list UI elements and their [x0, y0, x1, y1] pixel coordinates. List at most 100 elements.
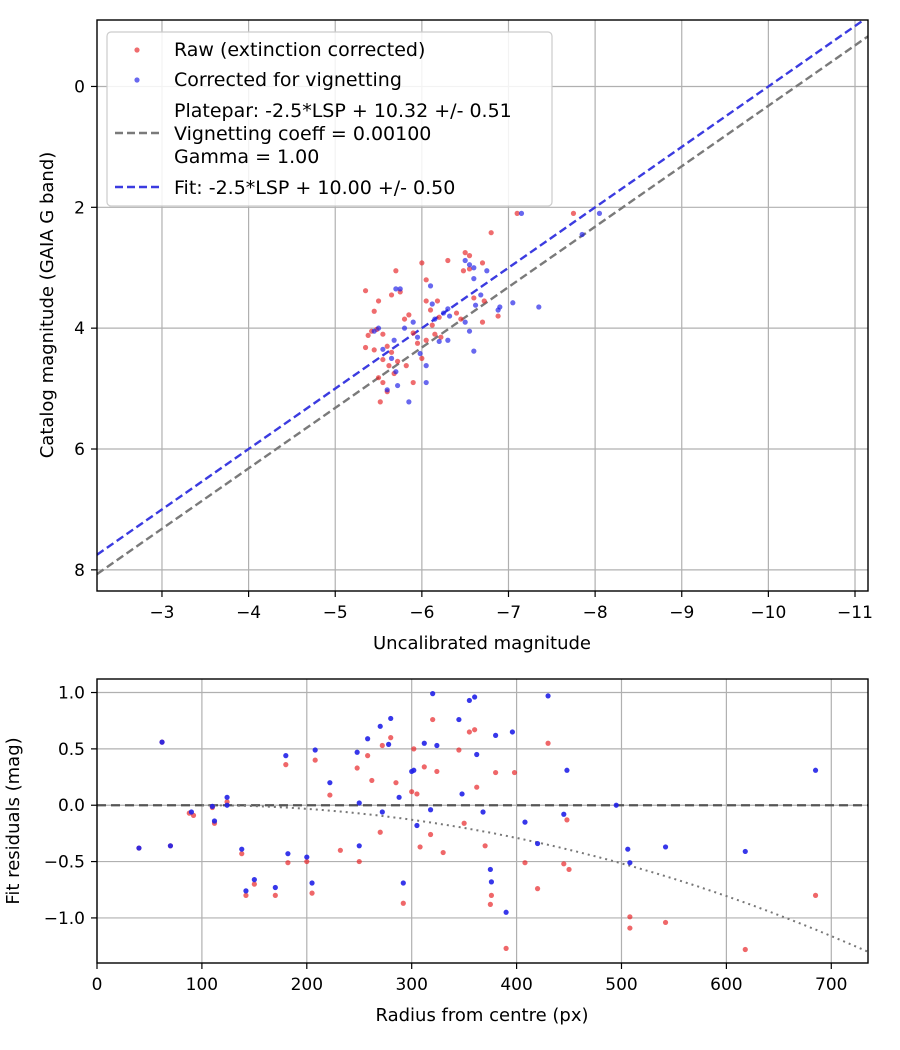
corrected-point [445, 306, 451, 312]
legend-box [106, 31, 553, 207]
legend-raw-marker [134, 47, 140, 53]
top-y-tick-label: 0 [74, 77, 85, 97]
corrected-residual-point [503, 909, 509, 915]
raw-point [479, 260, 486, 266]
top-y-ticks: 0 2 4 6 8 [74, 77, 97, 581]
raw-residual-point [503, 945, 509, 951]
raw-point [406, 312, 412, 318]
bottom-y-tick-label: 0.0 [58, 796, 85, 816]
corrected-point [410, 319, 416, 325]
raw-point [403, 363, 409, 369]
corrected-point [446, 313, 453, 319]
corrected-residual-point [224, 802, 230, 808]
raw-residual-point [327, 792, 333, 798]
raw-point [414, 340, 421, 346]
corrected-point [432, 316, 438, 322]
corrected-point [429, 301, 435, 307]
corrected-residual-point [400, 880, 406, 886]
corrected-residual-point [545, 693, 551, 699]
corrected-point [462, 257, 468, 264]
corrected-residual-point [613, 802, 619, 808]
raw-point [481, 298, 487, 304]
legend-raw-label: Raw (extinction corrected) [174, 39, 425, 61]
corrected-point [471, 348, 477, 354]
corrected-point [414, 334, 421, 340]
corrected-residual-point [411, 767, 417, 773]
raw-point [377, 399, 383, 405]
corrected-residual-point [509, 729, 515, 735]
raw-point [380, 379, 386, 386]
raw-residual-point [251, 881, 257, 887]
fit-line [97, 20, 866, 556]
corrected-residual-point [474, 751, 480, 758]
corrected-residual-point [354, 749, 360, 755]
corrected-residual-point [488, 879, 495, 885]
corrected-point [406, 399, 412, 405]
top-x-ticks: −3 −4 −5 −6 −7 −8 −9 −10 −11 [149, 591, 873, 623]
raw-residual-point [377, 829, 383, 835]
corrected-residual-point [356, 843, 362, 849]
raw-point [466, 253, 473, 259]
raw-point [434, 298, 441, 304]
top-x-tick-label: −7 [496, 603, 521, 623]
corrected-residual-point [742, 848, 748, 855]
raw-point [393, 268, 399, 274]
bottom-y-tick-label: 1.0 [58, 684, 85, 704]
bottom-y-tick-label: 0.5 [58, 740, 85, 760]
raw-residual-point [482, 843, 488, 849]
bottom-x-axis-label: Radius from centre (px) [375, 1005, 588, 1026]
raw-point [410, 379, 416, 386]
raw-point [436, 314, 442, 320]
raw-residual-point [627, 925, 633, 931]
bottom-y-axis-label: Fit residuals (mag) [3, 737, 24, 904]
corrected-point [518, 210, 525, 216]
corrected-point [466, 328, 473, 334]
raw-point [427, 307, 434, 313]
corrected-point [445, 337, 451, 343]
corrected-residual-point [239, 846, 245, 852]
corrected-point [388, 355, 395, 361]
corrected-residual-point [285, 851, 291, 857]
top-x-tick-label: −9 [669, 603, 694, 623]
raw-residual-point [534, 886, 541, 892]
corrected-point [462, 319, 468, 325]
corrected-point [466, 262, 473, 268]
raw-residual-point [456, 747, 462, 753]
corrected-point [440, 310, 447, 316]
corrected-point [471, 276, 477, 282]
raw-point [386, 363, 392, 369]
corrected-point [536, 304, 542, 310]
raw-residual-point [414, 791, 420, 797]
bottom-x-tick-label: 600 [710, 975, 742, 995]
raw-residual-point [461, 820, 467, 826]
top-x-tick-label: −5 [323, 603, 348, 623]
corrected-residual-point [627, 860, 633, 866]
raw-point [479, 319, 486, 325]
top-x-tick-label: −11 [837, 603, 873, 623]
raw-residual-point [272, 892, 278, 898]
corrected-residual-point [487, 866, 493, 873]
top-x-tick-label: −3 [149, 603, 174, 623]
corrected-residual-point [564, 767, 570, 773]
raw-residual-point [472, 727, 478, 733]
top-chart: −3 −4 −5 −6 −7 −8 −9 −10 −11 0 2 4 6 8 Uncalibrated … [37, 19, 873, 654]
raw-residual-point [545, 740, 551, 746]
corrected-residual-point [327, 780, 333, 786]
raw-residual-point [488, 892, 495, 898]
legend-platepar-label-line2: Vignetting coeff = 0.00100 [174, 123, 431, 145]
raw-residual-point [742, 946, 748, 953]
raw-point [395, 358, 401, 364]
raw-residual-point [356, 858, 362, 865]
raw-residual-point [393, 780, 399, 786]
top-y-tick-label: 6 [74, 440, 85, 460]
top-y-axis-label: Catalog magnitude (GAIA G band) [37, 152, 58, 459]
corrected-residual-point [251, 877, 257, 883]
top-plot-frame [96, 19, 869, 592]
raw-residual-point [239, 851, 245, 857]
corrected-point [391, 337, 397, 343]
raw-residual-point [466, 729, 472, 735]
raw-point [570, 210, 577, 216]
corrected-residual-point [272, 884, 278, 891]
corrected-point [417, 350, 423, 357]
raw-residual-point [566, 866, 572, 873]
